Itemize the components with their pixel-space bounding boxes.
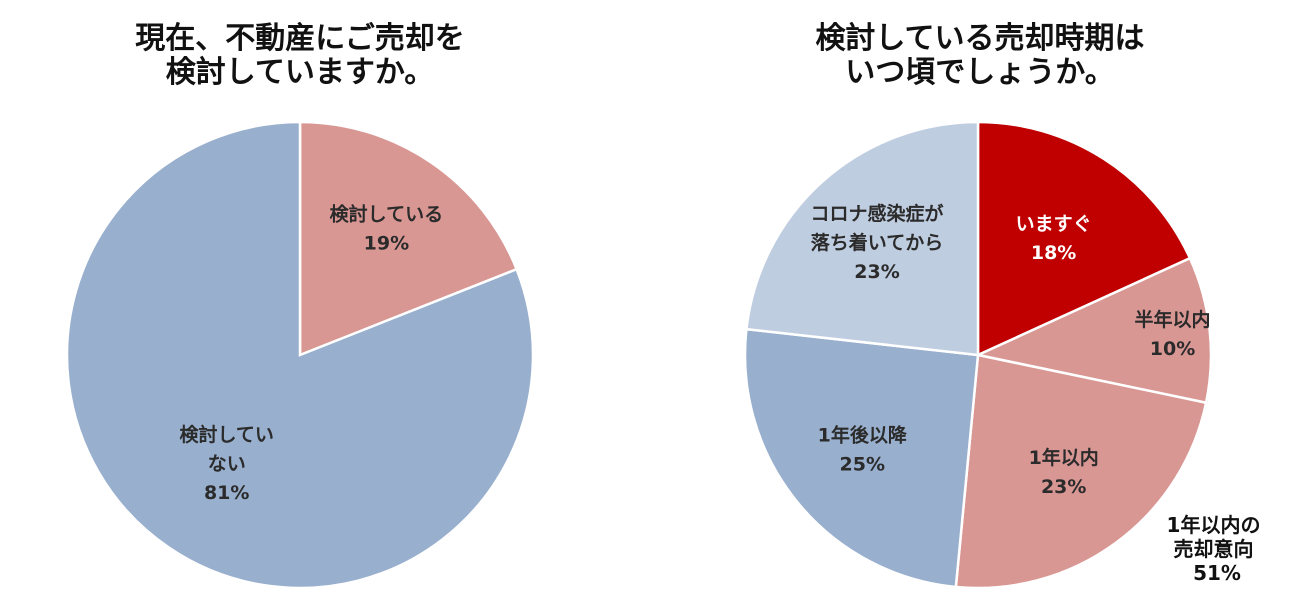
chart-title-left-line-1: 現在、不動産にご売却を (135, 21, 465, 56)
pie-right-slice-3-value: 23% (1041, 476, 1086, 498)
pie-left-slice-2-label: 検討していない 81% (179, 423, 273, 504)
pie-right-slice-5 (745, 120, 980, 357)
pie-right-slice-1 (976, 120, 1192, 357)
chart-title-right-line-1: 検討している売却時期は (815, 21, 1145, 56)
pie-left-slice-1-value: 19% (364, 232, 409, 254)
pie-chart-sale-consideration: 検討している 19% 検討していない 81% (65, 120, 535, 590)
pie-right-slice-1-value: 18% (1031, 242, 1076, 264)
pie-right-slice-4-label: 1年後以降 25% (818, 424, 908, 476)
annotation-line-1: 1年以内の (1167, 513, 1261, 537)
pie-right-slice-5-name-line-2: 落ち着いてから (811, 231, 943, 254)
pie-chart-sale-timing: いますぐ 18% 半年以内 10% 1年以内 23% 1年後以降 25% コロナ感染症が落ち着い… (743, 120, 1213, 590)
pie-left-slice-1 (298, 120, 519, 357)
pie-right-slice-5-value: 23% (854, 261, 899, 283)
pie-right-slice-1-name-line-1: いますぐ (1016, 213, 1092, 235)
pie-right-slice-4-value: 25% (840, 454, 885, 476)
annotation-within-one-year: 1年以内の 売却意向 51% (1167, 513, 1268, 585)
pie-right-slice-4 (743, 327, 980, 589)
chart-title-left: 現在、不動産にご売却を 検討していますか。 (60, 22, 540, 90)
pie-left-slice-2 (65, 120, 535, 590)
pie-right-slice-3-label: 1年以内 23% (1029, 446, 1099, 498)
chart-title-left-line-2: 検討していますか。 (165, 55, 435, 90)
annotation-line-3: 51% (1193, 561, 1241, 585)
pie-left-slice-2-name-line-2: ない (208, 453, 246, 475)
chart-title-right: 検討している売却時期は いつ頃でしょうか。 (745, 22, 1215, 90)
pie-right-slice-2-name-line-1: 半年以内 (1134, 308, 1210, 331)
pie-right-slice-3-name-line-1: 1年以内 (1029, 446, 1099, 469)
pie-right-slice-1-label: いますぐ 18% (1016, 213, 1092, 264)
pie-right-slice-3 (954, 353, 1208, 590)
pie-left-slice-1-name-line-1: 検討している (330, 202, 443, 225)
pie-right-slice-5-name-line-1: コロナ感染症が (810, 202, 943, 225)
pie-left-slice-2-value: 81% (204, 482, 249, 504)
pie-right-slice-5-label: コロナ感染症が落ち着いてから 23% (810, 202, 943, 283)
pie-right-slice-2-label: 半年以内 10% (1134, 308, 1210, 360)
pie-right-slice-4-name-line-1: 1年後以降 (818, 424, 908, 447)
chart-title-right-line-2: いつ頃でしょうか。 (845, 55, 1115, 90)
pie-left-slice-2-name-line-1: 検討してい (179, 423, 273, 446)
pie-left-slice-1-label: 検討している 19% (330, 202, 443, 254)
annotation-line-2: 売却意向 (1174, 537, 1254, 561)
pie-right-slice-2-value: 10% (1150, 338, 1195, 360)
